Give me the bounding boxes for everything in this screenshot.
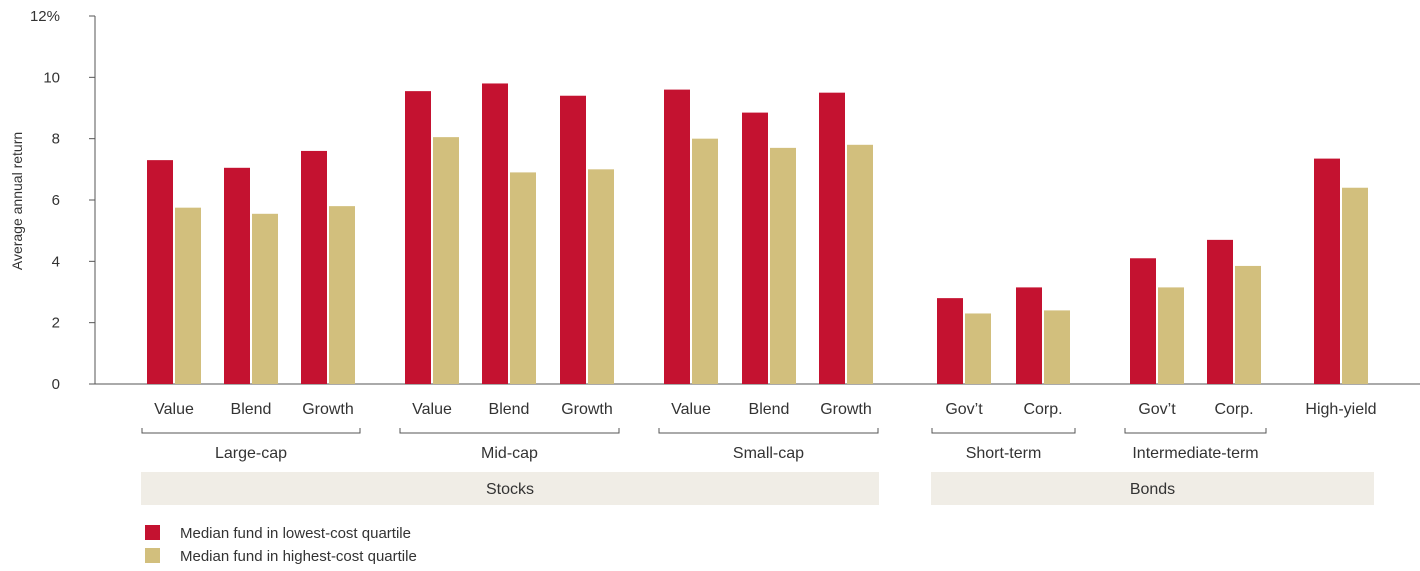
x-tick-label: Blend	[489, 401, 530, 418]
segment-bands: Stocks Bonds	[141, 472, 1374, 505]
x-tick-label: Growth	[561, 401, 613, 418]
bar-highest-cost	[252, 213, 278, 384]
x-tick-label: Value	[154, 401, 194, 418]
group-brackets: Large-cap Mid-cap Small-cap Short-term Inter…	[141, 428, 1267, 462]
bar-highest-cost	[770, 147, 796, 384]
bar-highest-cost	[510, 172, 536, 384]
x-tick-label: Blend	[749, 401, 790, 418]
bar-highest-cost	[1342, 187, 1368, 384]
y-tick-label: 6	[52, 192, 60, 209]
band-background	[931, 472, 1374, 505]
group-label: Small-cap	[733, 445, 804, 462]
group-bracket	[658, 428, 879, 434]
x-tick-label: Corp.	[1023, 401, 1062, 418]
bar-lowest-cost	[482, 83, 508, 384]
y-tick-label: 8	[52, 131, 60, 148]
x-tick-label: Corp.	[1214, 401, 1253, 418]
bar-highest-cost	[965, 313, 991, 384]
bar-lowest-cost	[405, 91, 431, 384]
x-tick-label: Gov’t	[945, 401, 983, 418]
bar-highest-cost	[692, 138, 718, 384]
legend-swatch	[145, 548, 160, 563]
bar-lowest-cost	[742, 112, 768, 384]
bar-lowest-cost	[1207, 239, 1233, 384]
group-label: Large-cap	[215, 445, 287, 462]
legend: Median fund in lowest-cost quartile Media…	[145, 525, 417, 565]
bar-highest-cost	[1044, 310, 1070, 384]
bar-lowest-cost	[819, 92, 845, 385]
group-bracket	[1124, 428, 1267, 434]
bars	[147, 83, 1368, 385]
y-tick-label: 4	[52, 253, 60, 270]
bar-lowest-cost	[1314, 158, 1340, 384]
y-tick-label: 2	[52, 315, 60, 332]
bar-lowest-cost	[560, 95, 586, 384]
group-bracket	[399, 428, 620, 434]
group-bracket	[141, 428, 361, 434]
x-tick-label: Blend	[231, 401, 272, 418]
bar-highest-cost	[1235, 265, 1261, 384]
y-tick-label: 10	[43, 69, 60, 86]
bar-lowest-cost	[301, 150, 327, 384]
y-tick-label: 12%	[30, 8, 60, 25]
bar-lowest-cost	[147, 160, 173, 384]
bar-highest-cost	[433, 137, 459, 384]
bar-highest-cost	[329, 206, 355, 384]
x-tick-label: Gov’t	[1138, 401, 1176, 418]
y-tick-label: 0	[52, 376, 60, 393]
x-tick-label: Growth	[820, 401, 872, 418]
x-tick-label: Growth	[302, 401, 354, 418]
band-label: Stocks	[486, 481, 534, 498]
group-label: Mid-cap	[481, 445, 538, 462]
band-label: Bonds	[1130, 481, 1175, 498]
legend-label: Median fund in highest-cost quartile	[180, 548, 417, 565]
bar-highest-cost	[1158, 287, 1184, 384]
group-label: Intermediate-term	[1132, 445, 1258, 462]
bar-lowest-cost	[664, 89, 690, 384]
y-axis-label: Average annual return	[9, 132, 25, 270]
legend-swatch	[145, 525, 160, 540]
group-label: Short-term	[966, 445, 1042, 462]
legend-label: Median fund in lowest-cost quartile	[180, 525, 411, 542]
bar-lowest-cost	[1016, 287, 1042, 384]
bar-lowest-cost	[224, 167, 250, 384]
bar-lowest-cost	[1130, 258, 1156, 384]
bar-highest-cost	[588, 169, 614, 384]
group-bracket	[931, 428, 1076, 434]
bar-lowest-cost	[937, 298, 963, 384]
x-tick-label: Value	[412, 401, 452, 418]
category-labels: Value Blend Growth Value Blend Growth Value Ble…	[154, 401, 1376, 418]
bar-highest-cost	[847, 144, 873, 384]
band-background	[141, 472, 879, 505]
x-tick-label: High-yield	[1305, 401, 1376, 418]
x-tick-label: Value	[671, 401, 711, 418]
bar-highest-cost	[175, 207, 201, 384]
